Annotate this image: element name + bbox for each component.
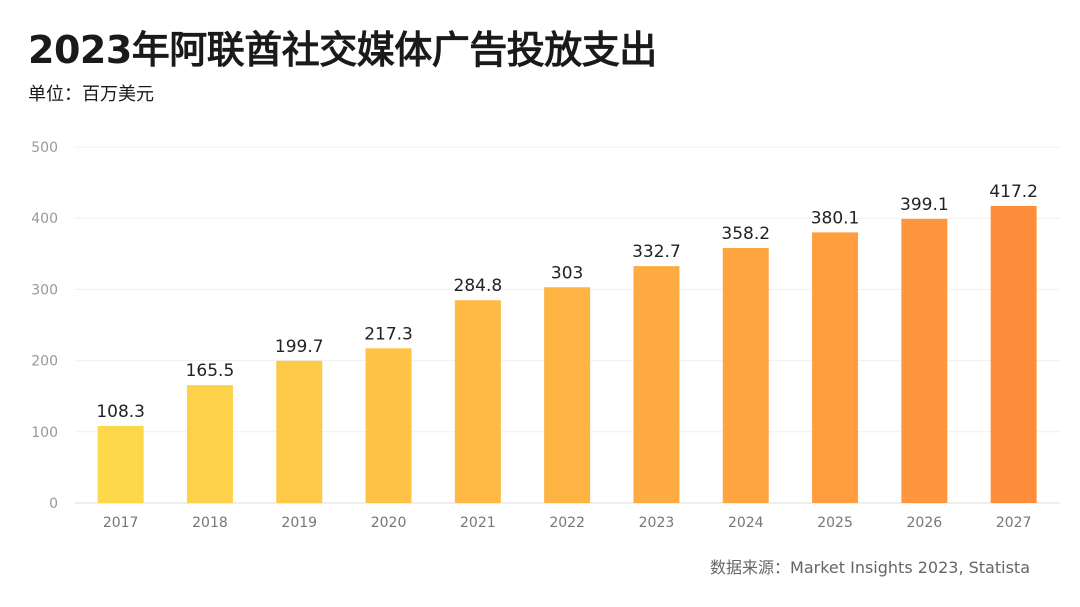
y-tick-label: 400 xyxy=(31,211,58,227)
data-label: 165.5 xyxy=(186,361,235,381)
data-label: 399.1 xyxy=(900,195,949,215)
x-tick-label: 2023 xyxy=(639,515,675,531)
bar xyxy=(97,425,144,503)
x-tick-label: 2022 xyxy=(549,515,585,531)
bar xyxy=(544,287,591,503)
data-label: 380.1 xyxy=(811,208,860,228)
data-label: 284.8 xyxy=(454,276,503,296)
x-tick-label: 2026 xyxy=(907,515,943,531)
x-tick-label: 2021 xyxy=(460,515,496,531)
bar xyxy=(633,266,680,503)
bar xyxy=(365,348,412,503)
chart-subtitle: 单位：百万美元 xyxy=(28,84,154,105)
x-tick-label: 2027 xyxy=(996,515,1032,531)
x-tick-label: 2017 xyxy=(103,515,139,531)
chart-title: 2023年阿联酋社交媒体广告投放支出 xyxy=(28,28,657,72)
data-label: 358.2 xyxy=(721,224,770,244)
bar xyxy=(722,247,769,503)
bar xyxy=(990,205,1037,503)
bar xyxy=(812,232,859,503)
data-label: 417.2 xyxy=(989,182,1038,202)
y-tick-label: 500 xyxy=(31,140,58,156)
bar xyxy=(186,385,233,503)
source-note: 数据来源：Market Insights 2023, Statista xyxy=(710,558,1030,577)
data-label: 303 xyxy=(551,263,583,283)
bar xyxy=(901,218,948,503)
x-tick-label: 2020 xyxy=(371,515,407,531)
bar xyxy=(276,360,323,503)
x-tick-label: 2024 xyxy=(728,515,764,531)
y-tick-label: 0 xyxy=(49,496,58,512)
y-tick-label: 200 xyxy=(31,354,58,370)
y-tick-label: 300 xyxy=(31,282,58,298)
data-label: 199.7 xyxy=(275,337,324,357)
x-tick-label: 2018 xyxy=(192,515,228,531)
x-tick-label: 2019 xyxy=(281,515,317,531)
data-label: 108.3 xyxy=(96,402,145,422)
data-label: 332.7 xyxy=(632,242,681,262)
bar xyxy=(454,300,501,503)
x-tick-label: 2025 xyxy=(817,515,853,531)
y-tick-label: 100 xyxy=(31,425,58,441)
data-label: 217.3 xyxy=(364,324,413,344)
